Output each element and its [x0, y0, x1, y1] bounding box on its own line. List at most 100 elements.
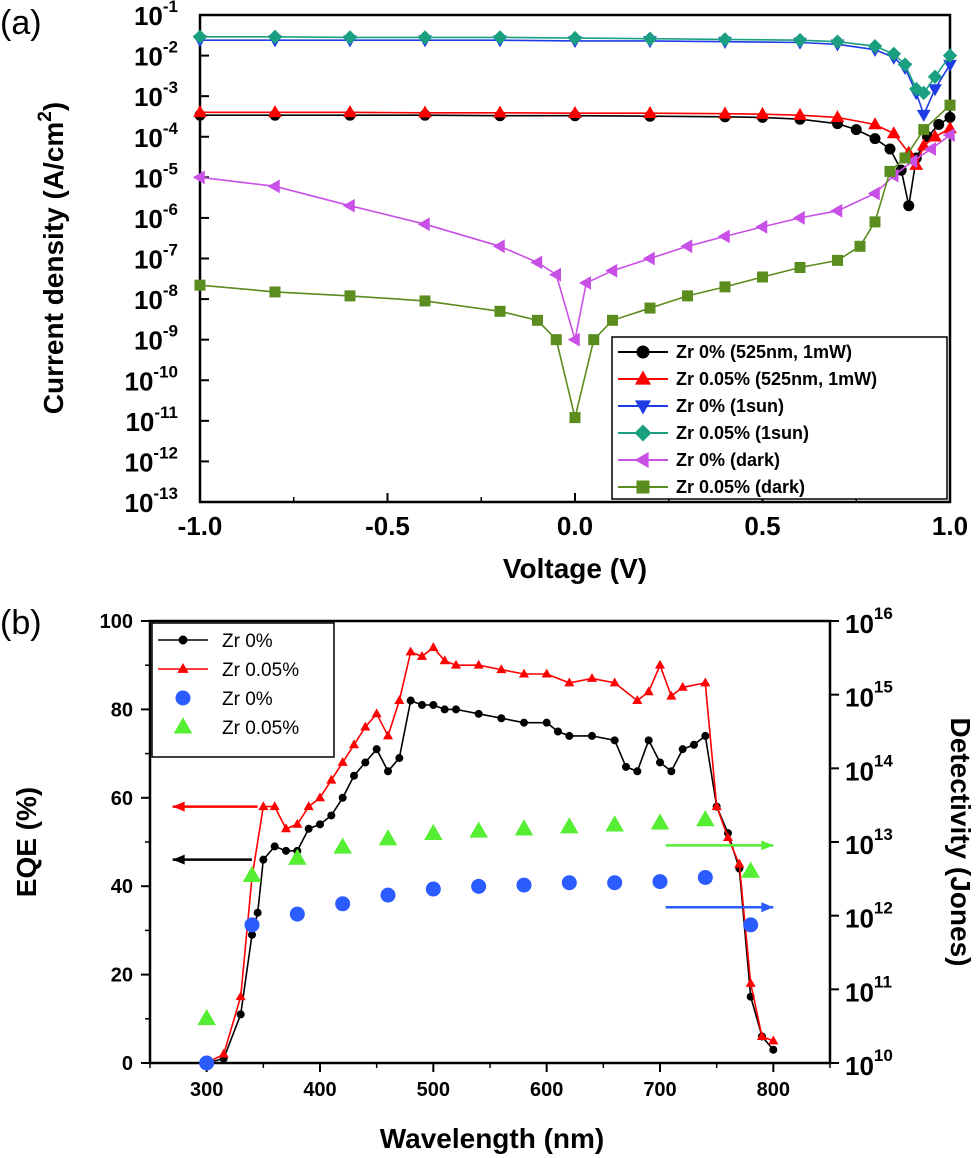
panel-b-data-point	[516, 877, 532, 893]
panel-a-data-point	[607, 314, 618, 326]
panel-a-data-point	[927, 69, 943, 85]
panel-b-data-point	[235, 991, 246, 1001]
panel-b-x-tick-label: 500	[417, 1079, 450, 1101]
panel-a-data-point	[567, 332, 580, 347]
panel-b-data-point	[371, 708, 382, 718]
panel-b-data-point	[326, 774, 337, 784]
panel-b-data-point	[394, 695, 405, 705]
panel-b-arrow-head	[172, 801, 185, 812]
panel-b-right-y-ticks: 1010 1011 1012 1013 1014 1015 1016	[830, 604, 893, 1081]
panel-b-data-point	[395, 754, 404, 763]
panel-a-data-point	[343, 105, 357, 118]
panel-b-data-point	[644, 736, 653, 745]
panel-b-legend-label: Zr 0%	[222, 631, 273, 652]
panel-a-series-line	[199, 104, 951, 418]
panel-a-y-tick-label: 10-1	[134, 0, 178, 31]
panel-a-y-tick-label: 10-6	[134, 200, 178, 234]
panel-b-data-point	[289, 906, 305, 922]
panel-b: (b) 300 400 500 600 700 800 0 20 40 60 80 100 1010…	[0, 604, 976, 1154]
panel-a-data-point	[757, 271, 768, 283]
panel-a-data-point	[192, 29, 208, 45]
panel-b-data-point	[244, 917, 260, 933]
panel-a-y-tick-label: 10-2	[134, 38, 178, 72]
panel-b-legend-marker	[178, 635, 188, 645]
panel-a-data-point	[928, 84, 942, 97]
panel-a-data-point	[905, 154, 918, 169]
panel-a-data-point	[933, 119, 945, 131]
panel-b-data-point	[259, 855, 268, 864]
panel-b-data-point	[666, 690, 677, 700]
panel-b-x-tick-label: 600	[530, 1079, 563, 1101]
panel-a-legend: Zr 0% (525nm, 1mW) Zr 0.05% (525nm, 1mW) Z…	[611, 336, 948, 500]
panel-a-y-tick-label: 10-12	[125, 443, 179, 477]
panel-b-x-tick-label: 400	[303, 1079, 336, 1101]
panel-b-series	[197, 642, 779, 1071]
panel-a-data-point	[755, 106, 770, 119]
panel-b-arrow-head	[172, 854, 185, 865]
panel-a-legend-marker	[634, 400, 652, 415]
panel-a-data-point	[192, 170, 205, 185]
panel-a-y-tick-label: 10-5	[134, 159, 178, 193]
panel-a-legend-label: Zr 0.05% (dark)	[676, 477, 805, 497]
panel-a-legend-label: Zr 0.05% (1sun)	[676, 423, 809, 443]
panel-b-right-y-axis-title: Detectivity (Jones)	[945, 718, 976, 967]
panel-b-data-point	[473, 659, 484, 669]
panel-b-y-ticks: 0 20 40 60 80 100	[100, 611, 150, 1075]
panel-b-y-tick-label: 40	[111, 876, 133, 898]
panel-b-data-point	[756, 1031, 768, 1040]
panel-b-data-point	[428, 642, 439, 651]
panel-b-data-point	[678, 745, 687, 754]
panel-b-y-tick-label: 20	[111, 965, 133, 987]
panel-a-legend-marker	[634, 424, 652, 442]
panel-b-y-axis-title: EQE (%)	[11, 787, 42, 897]
panel-b-data-point	[314, 792, 326, 802]
panel-b-data-point	[518, 668, 530, 678]
panel-a-y-axis-title-superscript: 2	[35, 111, 56, 122]
panel-a-legend-marker	[636, 480, 650, 494]
panel-a-data-point	[642, 31, 658, 46]
panel-a-data-point	[492, 30, 508, 45]
panel-a-data-point	[792, 32, 808, 48]
panel-a-data-point	[830, 110, 845, 123]
panel-b-data-point	[429, 700, 438, 709]
panel-b-data-point	[607, 875, 623, 891]
panel-a-data-point	[944, 99, 956, 111]
panel-a-data-point	[644, 302, 656, 314]
panel-b-data-point	[650, 813, 670, 830]
panel-a-data-point	[942, 48, 958, 63]
panel-a-data-point	[530, 255, 543, 270]
panel-b-axis-arrow	[172, 854, 252, 865]
panel-b-data-point	[734, 858, 745, 868]
panel-b-data-point	[258, 801, 269, 811]
panel-b-legend: Zr 0% Zr 0.05% Zr 0% Zr 0.05%	[151, 622, 335, 758]
panel-b-data-point	[471, 878, 487, 894]
panel-b-data-point	[768, 1035, 779, 1045]
panel-b-right-y-tick-label: 1012	[845, 899, 893, 934]
panel-b-data-point	[280, 823, 292, 833]
panel-b-legend-marker	[177, 662, 189, 673]
panel-a-y-axis-title-end: )	[38, 102, 69, 111]
panel-b-data-point	[372, 745, 381, 754]
panel-a-x-ticks: -1.0 -0.5 0.0 0.5 1.0	[178, 493, 968, 541]
panel-b-data-point	[514, 819, 534, 836]
panel-b-data-point	[769, 1045, 778, 1054]
panel-b-data-point	[384, 767, 392, 776]
panel-a-legend-label: Zr 0% (dark)	[676, 450, 780, 470]
panel-b-series-1	[201, 642, 779, 1067]
panel-a-data-point	[869, 216, 881, 228]
panel-b-legend-label: Zr 0.05%	[222, 718, 299, 739]
panel-a-data-point	[884, 165, 896, 177]
panel-b-data-point	[335, 896, 351, 912]
panel-a-y-tick-label: 10-10	[125, 362, 179, 396]
panel-b-data-point	[242, 865, 262, 883]
panel-a-data-point	[868, 117, 882, 130]
panel-a-x-tick-label: 1.0	[932, 511, 968, 541]
panel-a-data-point	[682, 290, 693, 302]
panel-b-data-point	[425, 881, 441, 897]
panel-a-data-point	[928, 129, 942, 142]
panel-a-legend-marker	[634, 370, 652, 385]
panel-b-data-point	[632, 695, 643, 705]
panel-a-y-tick-label: 10-13	[125, 484, 179, 518]
panel-b-data-point	[741, 861, 760, 878]
panel-a-data-point	[717, 229, 730, 244]
